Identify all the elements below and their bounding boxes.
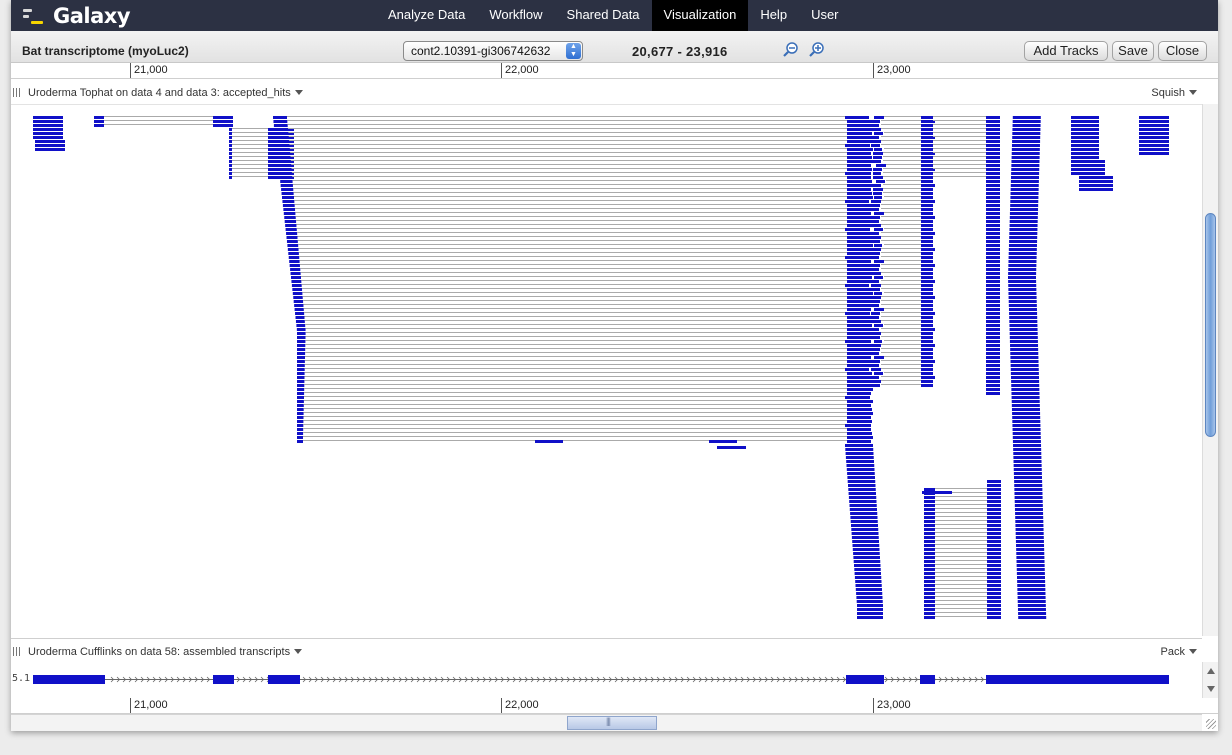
scrollbar-thumb[interactable] <box>1205 213 1216 437</box>
transcript-feature[interactable] <box>33 675 1169 684</box>
add-tracks-button[interactable]: Add Tracks <box>1024 41 1108 61</box>
tracks-canvas <box>11 104 1202 684</box>
drag-handle-icon[interactable] <box>13 88 20 97</box>
scroll-down-icon[interactable] <box>1207 686 1215 692</box>
nav-visualization[interactable]: Visualization <box>651 0 749 31</box>
ruler-tick: 23,000 <box>873 63 911 78</box>
browser-toolbar: Bat transcriptome (myoLuc2) cont2.10391-… <box>11 31 1218 63</box>
masthead: Galaxy Analyze Data Workflow Shared Data… <box>11 0 1218 31</box>
ruler-tick: 21,000 <box>130 63 168 78</box>
resize-grip-icon[interactable] <box>1206 719 1216 729</box>
caret-down-icon <box>1189 649 1197 654</box>
track-mode: Pack <box>1160 646 1185 658</box>
track-name: Uroderma Tophat on data 4 and data 3: ac… <box>28 87 291 99</box>
select-arrows-icon: ▲ ▼ <box>566 43 581 59</box>
nav-user[interactable]: User <box>811 7 839 22</box>
track-mode: Squish <box>1151 87 1185 99</box>
chromosome-select[interactable]: cont2.10391-gi306742632 ▲ ▼ <box>403 41 583 61</box>
transcript-label: 5.1 <box>12 673 31 684</box>
galaxy-logo-icon <box>23 5 45 27</box>
track-mode-menu[interactable]: Squish <box>1151 87 1197 99</box>
nav-help[interactable]: Help <box>760 7 788 22</box>
location-readout: 20,677 - 23,916 <box>632 44 728 59</box>
track-name-menu[interactable]: Uroderma Tophat on data 4 and data 3: ac… <box>28 87 303 99</box>
ruler-tick: 22,000 <box>501 698 539 713</box>
track-name-menu[interactable]: Uroderma Cufflinks on data 58: assembled… <box>28 646 303 658</box>
save-button[interactable]: Save <box>1112 41 1154 61</box>
visualization-title: Bat transcriptome (myoLuc2) <box>22 44 189 58</box>
navigation-overview-bar[interactable] <box>11 714 1202 731</box>
caret-down-icon <box>294 649 303 654</box>
zoom-out-icon[interactable] <box>782 41 800 59</box>
caret-down-icon <box>294 90 303 95</box>
drag-handle-icon[interactable] <box>13 647 20 656</box>
galaxy-logo[interactable]: Galaxy <box>23 3 131 28</box>
track-mode-menu[interactable]: Pack <box>1161 646 1197 658</box>
tophat-track-header: Uroderma Tophat on data 4 and data 3: ac… <box>11 82 1201 102</box>
app-name: Galaxy <box>53 3 131 28</box>
main-nav: Analyze Data Workflow Shared Data Visual… <box>376 0 851 31</box>
ruler-tick: 23,000 <box>873 698 911 713</box>
zoom-in-icon[interactable] <box>808 41 826 59</box>
ruler-tick: 22,000 <box>501 63 539 78</box>
nav-analyze-data[interactable]: Analyze Data <box>388 7 466 22</box>
close-button[interactable]: Close <box>1158 41 1207 61</box>
scroll-up-icon[interactable] <box>1207 668 1215 674</box>
caret-down-icon <box>1189 90 1197 95</box>
chromosome-select-value: cont2.10391-gi306742632 <box>411 44 551 58</box>
track-vertical-scrollbar[interactable] <box>1202 104 1218 636</box>
ruler-tick: 21,000 <box>130 698 168 713</box>
nav-shared-data[interactable]: Shared Data <box>566 7 640 22</box>
top-ruler: 21,000 22,000 23,000 <box>11 63 1218 79</box>
track-name: Uroderma Cufflinks on data 58: assembled… <box>28 646 291 658</box>
overview-viewport-handle[interactable] <box>567 716 657 730</box>
galaxy-trackster-window: Galaxy Analyze Data Workflow Shared Data… <box>11 0 1218 731</box>
cufflinks-track-header: Uroderma Cufflinks on data 58: assembled… <box>11 641 1201 661</box>
read-alignments[interactable] <box>33 116 1169 619</box>
bottom-ruler: 21,000 22,000 23,000 <box>11 698 1218 714</box>
nav-workflow[interactable]: Workflow <box>489 7 543 22</box>
track2-vertical-scrollbar[interactable] <box>1202 662 1218 698</box>
